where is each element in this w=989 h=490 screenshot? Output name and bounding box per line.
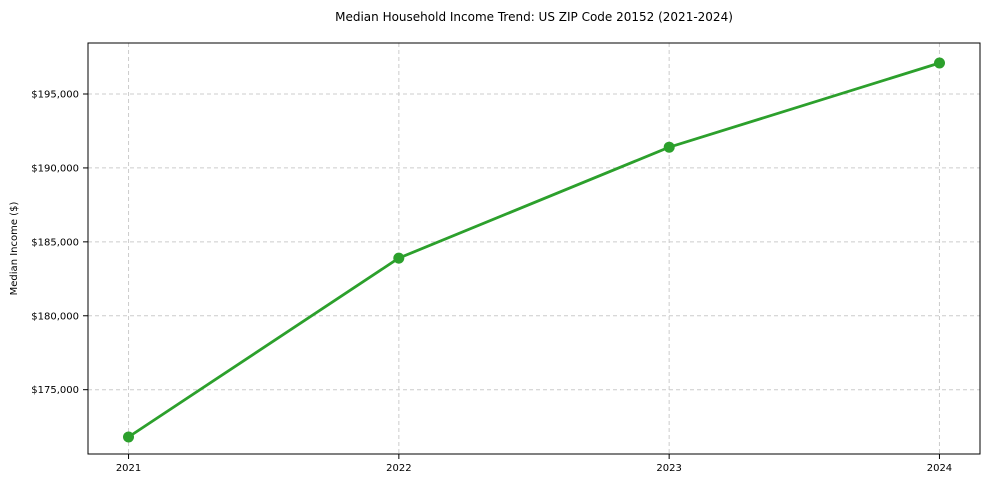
x-tick-label: 2021: [116, 463, 141, 474]
data-point: [934, 57, 945, 69]
x-tick-label: 2024: [927, 463, 952, 474]
y-axis-label: Median Income ($): [9, 202, 20, 296]
chart-title: Median Household Income Trend: US ZIP Co…: [335, 10, 733, 24]
y-tick-label: $190,000: [31, 163, 79, 174]
y-tick-label: $185,000: [31, 237, 79, 248]
plot-border: [87, 42, 981, 455]
axes-layer: $175,000 $180,000 $185,000 $190,000 $195,000…: [31, 42, 981, 474]
y-tick-label: $175,000: [31, 385, 79, 396]
x-tick-label: 2022: [386, 463, 411, 474]
x-tick-label: 2023: [656, 463, 681, 474]
grid-layer: [88, 43, 980, 454]
y-tick-label: $195,000: [31, 90, 79, 101]
data-point: [663, 141, 675, 153]
data-point: [123, 431, 134, 443]
data-series-layer: [123, 57, 945, 443]
y-tick-label: $180,000: [31, 311, 79, 322]
data-point: [393, 252, 405, 264]
trend-line: [127, 61, 941, 439]
